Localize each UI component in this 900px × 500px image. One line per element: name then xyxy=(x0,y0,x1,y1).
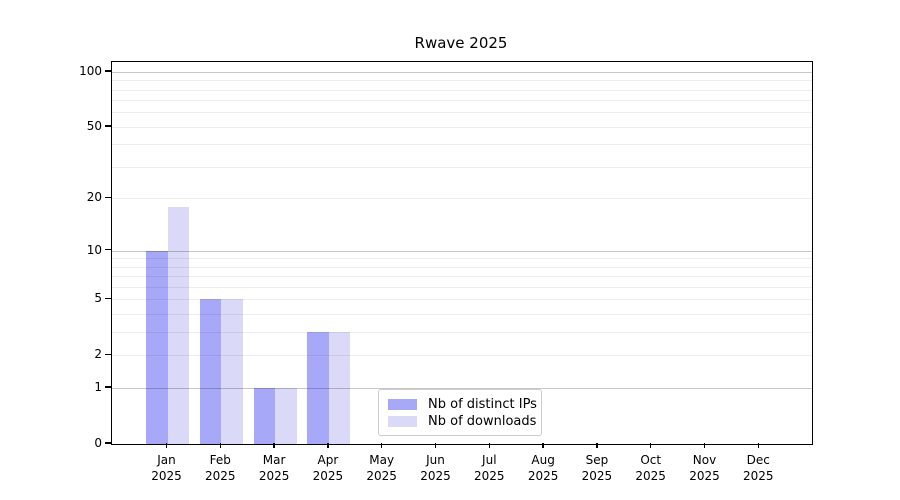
gridline-minor-7 xyxy=(112,276,812,278)
gridline-minor-5 xyxy=(112,299,812,301)
x-tick-mark-nov xyxy=(703,443,706,448)
bar-feb-downloads xyxy=(221,299,243,444)
gridline-minor-50 xyxy=(112,126,812,128)
gridline-minor-20 xyxy=(112,198,812,200)
x-tick-label-aug: Aug 2025 xyxy=(527,453,559,483)
gridline-minor-6 xyxy=(112,287,812,289)
x-tick-mark-oct xyxy=(649,443,652,448)
legend-row-downloads: Nb of downloads xyxy=(388,413,536,430)
gridline-minor-3 xyxy=(112,332,812,334)
x-tick-label-jun: Jun 2025 xyxy=(420,453,451,483)
gridline-minor-40 xyxy=(112,144,812,146)
bar-mar-distinct-ips xyxy=(253,388,276,444)
legend-row-distinct-ips: Nb of distinct IPs xyxy=(388,396,537,413)
chart-title: Rwave 2025 xyxy=(414,34,508,52)
x-tick-label-sep: Sep 2025 xyxy=(581,453,613,483)
legend: Nb of distinct IPs Nb of downloads xyxy=(378,389,542,436)
gridline-minor-90 xyxy=(112,80,812,82)
y-tick-mark-100 xyxy=(105,70,111,72)
x-tick-mark-apr xyxy=(327,443,329,448)
y-tick-mark-1 xyxy=(105,386,111,388)
y-tick-label-20: 20 xyxy=(86,190,102,205)
y-tick-mark-2 xyxy=(105,353,111,356)
x-tick-mark-feb xyxy=(219,443,222,448)
y-tick-label-5: 5 xyxy=(94,291,102,306)
plot-area xyxy=(111,61,813,445)
bar-jan-downloads xyxy=(167,206,189,444)
gridline-minor-2 xyxy=(112,355,812,357)
x-tick-label-may: May 2025 xyxy=(366,453,397,483)
x-tick-label-dec: Dec 2025 xyxy=(743,453,774,483)
y-tick-mark-5 xyxy=(105,297,111,300)
gridline-major-10 xyxy=(112,250,812,252)
x-tick-label-mar: Mar 2025 xyxy=(258,453,290,483)
y-tick-mark-50 xyxy=(105,125,111,127)
bar-feb-distinct-ips xyxy=(199,299,222,444)
x-tick-label-jan: Jan 2025 xyxy=(151,453,182,483)
y-tick-label-0: 0 xyxy=(94,436,102,450)
legend-label-downloads: Nb of downloads xyxy=(428,414,537,429)
legend-swatch-downloads xyxy=(388,416,417,427)
y-tick-mark-20 xyxy=(105,196,111,199)
gridline-minor-70 xyxy=(112,100,812,102)
x-tick-mark-jun xyxy=(434,443,437,448)
x-tick-mark-jul xyxy=(488,443,491,448)
x-tick-mark-dec xyxy=(757,443,760,448)
gridline-minor-80 xyxy=(112,89,812,91)
x-tick-label-nov: Nov 2025 xyxy=(689,453,720,483)
x-tick-mark-sep xyxy=(596,443,598,448)
bar-mar-downloads xyxy=(275,388,297,444)
y-tick-label-10: 10 xyxy=(86,242,102,257)
gridline-minor-9 xyxy=(112,258,812,260)
y-tick-label-2: 2 xyxy=(94,347,102,362)
gridline-minor-60 xyxy=(112,112,812,114)
gridline-minor-4 xyxy=(112,314,812,316)
gridline-minor-8 xyxy=(112,266,812,268)
bar-jan-distinct-ips xyxy=(146,250,168,444)
y-tick-label-100: 100 xyxy=(79,63,102,78)
gridline-minor-30 xyxy=(112,167,812,169)
y-tick-label-1: 1 xyxy=(94,380,102,395)
x-tick-label-jul: Jul 2025 xyxy=(474,453,505,483)
bar-apr-downloads xyxy=(328,332,351,444)
x-tick-label-oct: Oct 2025 xyxy=(635,453,666,483)
y-tick-mark-0 xyxy=(105,442,111,444)
x-tick-label-apr: Apr 2025 xyxy=(312,453,344,483)
legend-swatch-distinct-ips xyxy=(388,399,417,410)
x-tick-mark-aug xyxy=(542,443,544,448)
x-tick-mark-jan xyxy=(165,443,168,448)
gridline-major-1 xyxy=(112,388,812,390)
y-tick-mark-10 xyxy=(105,248,111,251)
bar-apr-distinct-ips xyxy=(307,332,329,444)
y-tick-label-50: 50 xyxy=(86,118,102,133)
gridline-major-100 xyxy=(112,71,812,73)
x-tick-mark-mar xyxy=(273,443,275,448)
legend-label-distinct-ips: Nb of distinct IPs xyxy=(428,397,537,412)
x-tick-label-feb: Feb 2025 xyxy=(205,453,236,483)
x-tick-mark-may xyxy=(380,443,383,448)
